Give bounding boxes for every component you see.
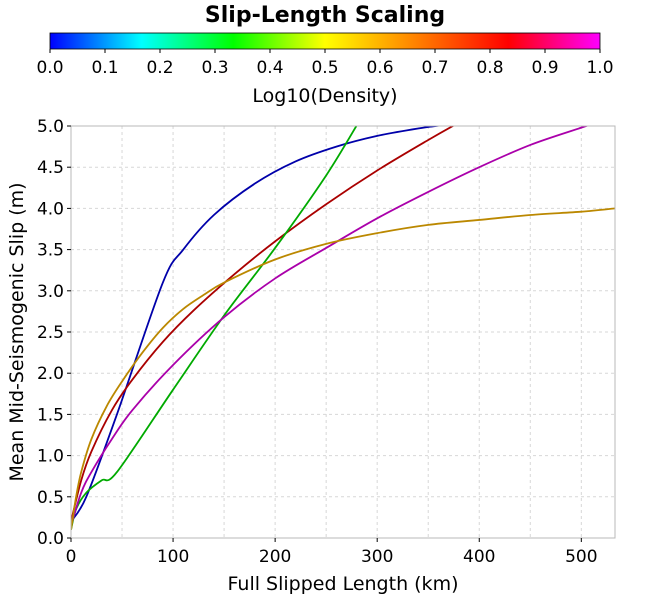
y-tick-label: 4.0 bbox=[37, 199, 64, 219]
colorbar-tick-label: 0.8 bbox=[476, 58, 503, 78]
series-line-4 bbox=[71, 126, 590, 526]
series-line-1 bbox=[71, 126, 443, 523]
y-tick-label: 3.0 bbox=[37, 282, 64, 302]
colorbar-tick-label: 0.1 bbox=[91, 58, 118, 78]
x-tick-label: 100 bbox=[157, 547, 189, 567]
y-tick-label: 0.0 bbox=[37, 529, 64, 549]
y-tick-label: 5.0 bbox=[37, 117, 64, 137]
colorbar-tick-label: 0.2 bbox=[146, 58, 173, 78]
y-tick-label: 4.5 bbox=[37, 158, 64, 178]
x-tick-label: 300 bbox=[361, 547, 393, 567]
colorbar-tick-label: 0.3 bbox=[201, 58, 228, 78]
colorbar-tick-label: 0.6 bbox=[366, 58, 393, 78]
x-tick-label: 200 bbox=[259, 547, 291, 567]
y-tick-label: 3.5 bbox=[37, 241, 64, 261]
colorbar bbox=[49, 32, 601, 50]
x-axis-label: Full Slipped Length (km) bbox=[228, 573, 459, 595]
y-tick-label: 2.0 bbox=[37, 364, 64, 384]
colorbar-ticks: 0.0 0.1 0.2 0.3 0.4 0.5 0.6 0.7 0.8 0.9 1.0 bbox=[36, 49, 614, 78]
chart-title: Slip-Length Scaling bbox=[205, 3, 445, 28]
plot-series bbox=[71, 126, 615, 530]
colorbar-tick-label: 0.4 bbox=[256, 58, 283, 78]
y-tick-label: 1.0 bbox=[37, 447, 64, 467]
x-tick-label: 400 bbox=[463, 547, 495, 567]
y-tick-label: 2.5 bbox=[37, 323, 64, 343]
x-axis-ticks: 0 100 200 300 400 500 bbox=[66, 538, 598, 567]
grid-lines bbox=[71, 125, 615, 538]
x-tick-label: 500 bbox=[565, 547, 597, 567]
y-axis-ticks: 0.0 0.5 1.0 1.5 2.0 2.5 3.0 3.5 4.0 4.5 5.0 bbox=[37, 117, 71, 549]
colorbar-tick-label: 0.0 bbox=[36, 58, 63, 78]
y-tick-label: 1.5 bbox=[37, 405, 64, 425]
series-line-5 bbox=[71, 207, 615, 530]
series-line-3 bbox=[71, 126, 358, 530]
colorbar-tick-label: 1.0 bbox=[586, 58, 613, 78]
colorbar-tick-label: 0.5 bbox=[311, 58, 338, 78]
colorbar-label: Log10(Density) bbox=[252, 85, 397, 107]
colorbar-tick-label: 0.7 bbox=[421, 58, 448, 78]
y-axis-label: Mean Mid-Seismogenic Slip (m) bbox=[6, 182, 28, 481]
x-tick-label: 0 bbox=[66, 547, 77, 567]
y-tick-label: 0.5 bbox=[37, 488, 64, 508]
colorbar-tick-label: 0.9 bbox=[531, 58, 558, 78]
series-line-2 bbox=[71, 126, 455, 522]
